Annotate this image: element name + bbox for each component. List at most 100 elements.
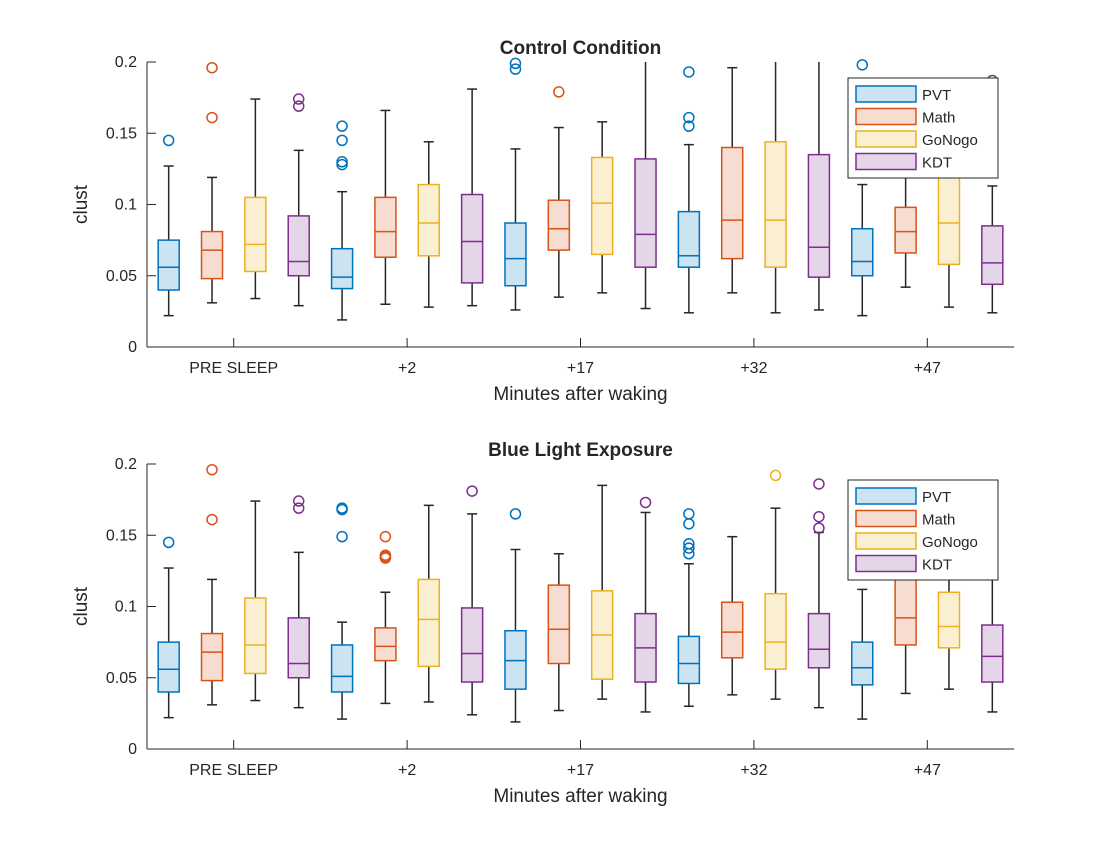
box-gonogo-1 [244,500,267,702]
legend-label-pvt: PVT [922,489,951,506]
outlier-point [336,158,348,171]
x-tick-label: +17 [567,762,594,779]
y-tick-label: 0.1 [115,197,137,214]
box-pvt-1 [157,536,180,719]
box-iqr [677,210,701,268]
box-kdt-1 [287,93,310,307]
box-iqr [894,206,917,254]
box-iqr [244,196,267,273]
outlier-point [379,530,392,543]
x-tick-label: +47 [914,360,941,377]
outlier-point [206,513,218,526]
box-iqr [764,592,787,670]
outlier-point [336,502,348,514]
box-iqr [374,627,397,662]
box-iqr [330,644,354,693]
outlier-point [683,111,695,124]
outlier-point [466,485,478,497]
outlier-point [553,86,565,98]
chart-panel-2: 0 0.05 0.1 0.15 0.2 PRE SLEEP +2 +17 +32 +47 Blue … [71,440,1014,807]
legend-label-math: Math [922,512,955,529]
box-iqr [677,635,701,685]
box-iqr [200,632,224,682]
box-pvt-3 [504,508,527,723]
box-kdt-4 [807,478,831,709]
outlier-point [509,63,522,75]
legend-swatch-math [855,107,917,126]
legend: PVT Math GoNogo KDT [847,479,999,581]
box-iqr [417,183,441,257]
legend-swatch-gonogo [855,130,917,148]
outlier-point [683,120,695,132]
x-axis-label: Minutes after waking [493,786,667,807]
y-tick-label: 0.05 [106,670,137,687]
box-pvt-4 [677,508,701,707]
legend-swatch-pvt [855,85,917,103]
outlier-point [813,478,825,490]
legend-label-kdt: KDT [922,557,952,574]
outlier-point [292,93,305,105]
box-iqr [937,168,961,266]
legend-label-pvt: PVT [922,87,951,104]
outlier-point [813,522,825,534]
box-pvt-3 [504,57,527,311]
box-iqr [720,601,744,659]
box-iqr [417,578,441,668]
y-tick-label: 0.2 [115,456,137,473]
x-tick-label: +32 [740,762,767,779]
x-tick-label: +32 [740,360,767,377]
box-iqr [764,141,787,268]
box-math-2 [374,530,397,705]
box-gonogo-5 [937,563,961,690]
box-gonogo-3 [590,484,614,700]
outlier-point [336,134,348,147]
outlier-point [509,57,522,70]
y-axis-label: clust [71,184,92,224]
box-kdt-3 [634,496,657,713]
box-kdt-2 [460,88,484,307]
box-math-4 [720,66,744,294]
box-iqr [807,612,831,669]
outlier-point [292,495,305,507]
box-iqr [634,158,657,268]
x-tick-label: +47 [914,762,941,779]
box-pvt-1 [157,134,180,317]
legend-label-gonogo: GoNogo [922,534,978,551]
outlier-point [292,502,305,514]
outlier-point [336,530,348,543]
legend-swatch-math [855,509,917,528]
x-tick-label: +2 [398,360,416,377]
box-iqr [330,247,354,290]
box-iqr [287,617,310,679]
box-math-4 [720,535,744,696]
outlier-point [683,66,695,78]
legend-box [847,77,999,179]
y-tick-label: 0 [128,741,137,758]
box-math-1 [200,463,224,706]
box-iqr [200,230,224,280]
box-iqr [720,146,744,260]
box-gonogo-4 [764,62,787,314]
y-tick-label: 0 [128,339,137,356]
legend-label-gonogo: GoNogo [922,132,978,149]
box-math-1 [200,61,224,304]
legend-swatch-kdt [855,152,917,171]
legend-swatch-pvt [855,487,917,505]
box-math-3 [547,553,571,712]
chart-panel-1: 0 0.05 0.1 0.15 0.2 PRE SLEEP +2 +17 +32 +47 Contr… [71,38,1014,405]
box-kdt-3 [634,62,657,310]
x-tick-label: PRE SLEEP [189,762,278,779]
box-gonogo-2 [417,141,441,308]
chart-title: Blue Light Exposure [488,440,673,461]
box-kdt-5 [981,577,1004,713]
box-pvt-4 [677,66,701,314]
box-iqr [981,225,1004,286]
x-tick-label: +2 [398,762,416,779]
legend-swatch-gonogo [855,532,917,550]
box-iqr [547,199,571,251]
y-tick-label: 0.05 [106,268,137,285]
box-math-5 [894,161,917,288]
x-tick-label: +17 [567,360,594,377]
outlier-point [639,496,652,509]
